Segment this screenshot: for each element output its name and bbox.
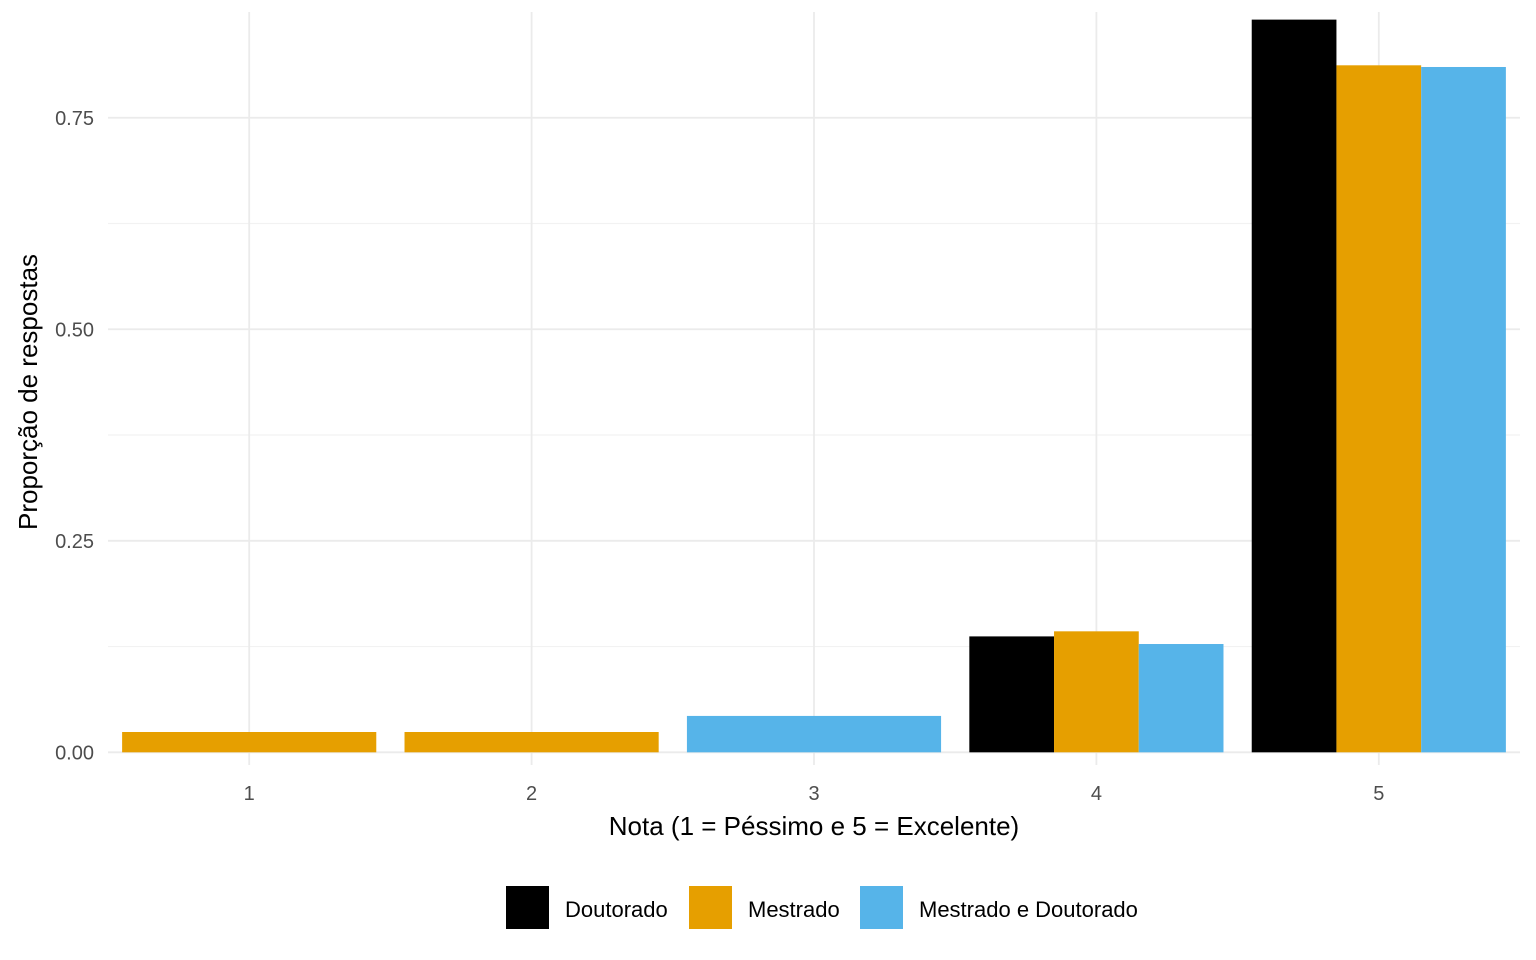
y-tick-label: 0.25: [55, 531, 94, 553]
x-axis-tick-labels: 1 2 3 4 5: [244, 783, 1385, 805]
legend-key-doutorado: [506, 886, 549, 929]
y-tick-label: 0.00: [55, 742, 94, 764]
bar-doutorado-4: [969, 636, 1055, 753]
legend-label-doutorado: Doutorado: [565, 897, 668, 922]
bar-doutorado-5: [1251, 19, 1337, 753]
bar-mestrado-e-doutorado-4: [1138, 644, 1224, 753]
bars: [122, 19, 1506, 753]
bar-mestrado-2: [404, 732, 659, 753]
legend-label-mestrado: Mestrado: [748, 897, 840, 922]
y-tick-label: 0.75: [55, 108, 94, 130]
x-tick-label: 5: [1373, 783, 1384, 805]
legend: Doutorado Mestrado Mestrado e Doutorado: [506, 886, 1138, 929]
legend-label-mestrado-e-doutorado: Mestrado e Doutorado: [919, 897, 1138, 922]
y-axis-tick-labels: 0.00 0.25 0.50 0.75: [55, 108, 94, 765]
bar-mestrado-e-doutorado-5: [1421, 66, 1506, 753]
x-tick-label: 3: [808, 783, 819, 805]
y-axis-title: Proporção de respostas: [13, 254, 43, 530]
legend-key-mestrado-e-doutorado: [860, 886, 903, 929]
x-axis-title: Nota (1 = Péssimo e 5 = Excelente): [609, 811, 1019, 841]
x-tick-label: 1: [244, 783, 255, 805]
y-tick-label: 0.50: [55, 319, 94, 341]
bar-mestrado-1: [122, 732, 377, 753]
bar-mestrado-4: [1054, 631, 1139, 753]
legend-key-mestrado: [689, 886, 732, 929]
x-tick-label: 2: [526, 783, 537, 805]
bar-mestrado-e-doutorado-3: [686, 715, 942, 753]
bar-mestrado-5: [1336, 65, 1422, 753]
x-tick-label: 4: [1091, 783, 1102, 805]
